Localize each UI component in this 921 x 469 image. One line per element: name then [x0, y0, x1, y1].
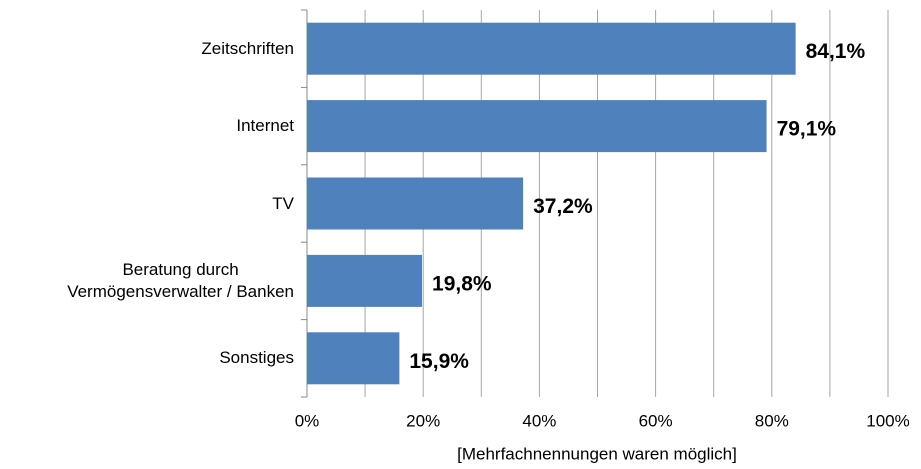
bar — [307, 177, 524, 230]
x-tick-label: 0% — [295, 411, 320, 430]
y-tick-label: Beratung durch Vermögensverwalter / Bank… — [67, 259, 294, 301]
x-tick-label: 40% — [522, 411, 556, 430]
y-tick-label: Internet — [236, 116, 294, 136]
value-label: 19,8% — [432, 272, 492, 295]
bar — [307, 100, 767, 153]
bar — [307, 22, 796, 75]
y-tick-label: Sonstiges — [219, 348, 294, 368]
value-label: 84,1% — [806, 40, 866, 63]
y-tick-label: TV — [272, 193, 294, 213]
bar — [307, 332, 400, 385]
x-tick-label: 20% — [406, 411, 440, 430]
x-tick-label: 60% — [639, 411, 673, 430]
value-label: 79,1% — [777, 118, 837, 141]
x-tick-label: 100% — [866, 411, 909, 430]
x-tick-label: 80% — [755, 411, 789, 430]
bar — [307, 254, 423, 307]
value-label: 37,2% — [533, 195, 593, 218]
value-label: 15,9% — [409, 350, 469, 373]
y-tick-label: Zeitschriften — [201, 38, 294, 58]
x-axis-label: [Mehrfachnennungen waren möglich] — [457, 444, 737, 463]
